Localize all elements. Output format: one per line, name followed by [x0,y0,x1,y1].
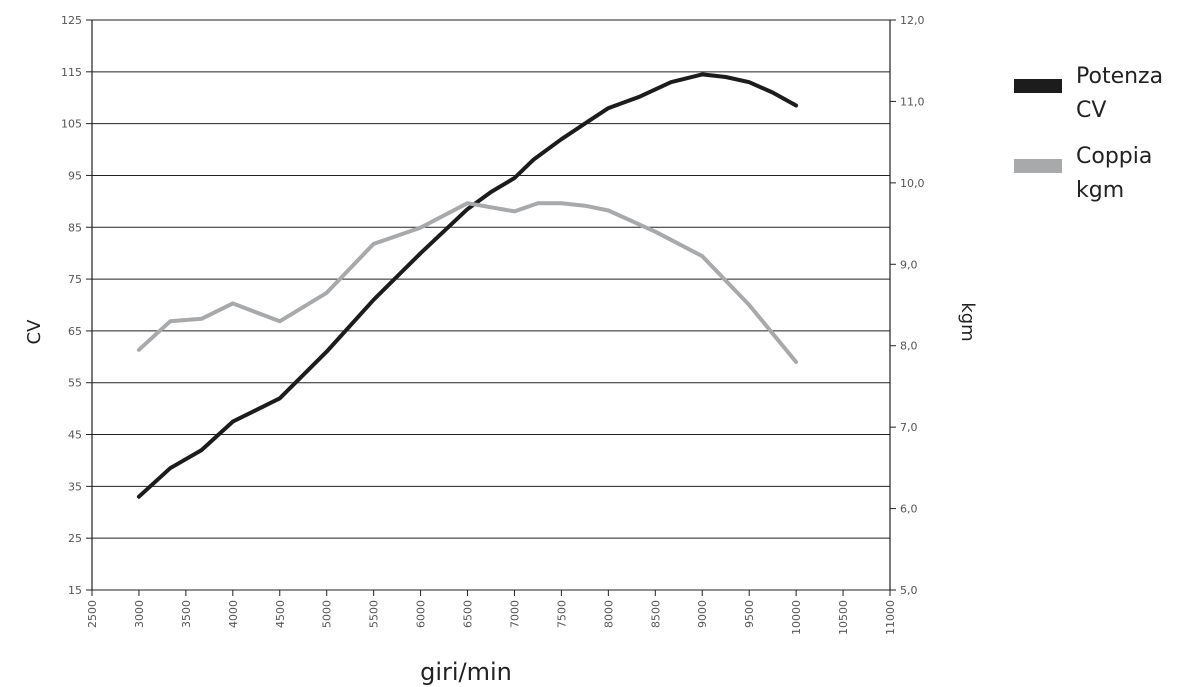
y-tick-label: 75 [68,273,82,286]
y2-tick-label: 7,0 [900,421,918,434]
series-line-coppia [136,201,799,364]
series-line-potenza [136,72,799,499]
y2-tick-label: 10,0 [900,177,925,190]
x-tick-label: 9000 [696,600,709,628]
grid [92,19,890,591]
y2-tick-label: 12,0 [900,14,925,27]
y-tick-label: 65 [68,325,82,338]
y-tick-label: 125 [61,14,82,27]
legend-swatch-potenza [1014,79,1062,93]
y-axis-title: CV [24,319,45,345]
x-tick-label: 6500 [462,600,475,628]
y-tick-label: 115 [61,66,82,79]
y-tick-label: 95 [68,169,82,182]
x-tick-label: 6000 [415,600,428,628]
legend-item: Potenza CV [1014,64,1163,123]
x-tick-label: 4500 [274,600,287,628]
x-tick-label: 8500 [649,600,662,628]
y-tick-label: 105 [61,118,82,131]
x-tick-label: 11000 [884,600,897,635]
legend: Potenza CV Coppia kgm [1014,64,1163,203]
y-tick-label: 45 [68,429,82,442]
x-tick-label: 3000 [133,600,146,628]
y2-axis-title: kgm [957,302,978,341]
y-tick-label: 55 [68,377,82,390]
legend-label-line1: Potenza [1076,64,1163,89]
y2-tick-label: 9,0 [900,258,918,271]
legend-label-line2: kgm [1076,178,1124,203]
x-tick-label: 3500 [180,600,193,628]
x-tick-label: 9500 [743,600,756,628]
y-tick-label: 15 [68,584,82,597]
x-axis-title: giri/min [420,658,512,686]
x-tick-label: 5000 [321,600,334,628]
x-tick-label: 8000 [602,600,615,628]
x-tick-label: 4000 [227,600,240,628]
y2-tick-label: 5,0 [900,584,918,597]
x-tick-label: 10000 [790,600,803,635]
y2-tick-label: 6,0 [900,503,918,516]
y-tick-label: 35 [68,480,82,493]
axes [86,19,896,596]
y-tick-label: 25 [68,532,82,545]
x-tick-label: 5500 [368,600,381,628]
tick-labels: 15 25 35 45 55 65 75 85 95 105 115 125 5,0 6,0 7,0 8,0 9… [61,14,925,635]
x-tick-label: 7500 [555,600,568,628]
x-tick-label: 7000 [508,600,521,628]
y2-tick-label: 8,0 [900,340,918,353]
x-tick-label: 10500 [837,600,850,635]
series [136,72,799,499]
legend-item: Coppia kgm [1014,144,1152,203]
y-tick-label: 85 [68,221,82,234]
legend-swatch-coppia [1014,159,1062,173]
x-tick-label: 2500 [86,600,99,628]
legend-label-line2: CV [1076,98,1106,123]
legend-label-line1: Coppia [1076,144,1152,169]
y2-tick-label: 11,0 [900,95,925,108]
